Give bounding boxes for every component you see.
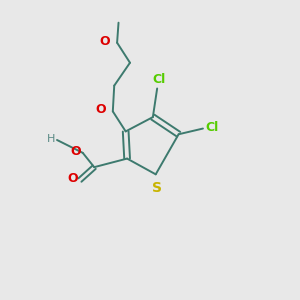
Text: Cl: Cl	[206, 121, 219, 134]
Text: S: S	[152, 181, 162, 195]
Text: O: O	[71, 145, 81, 158]
Text: O: O	[68, 172, 79, 185]
Text: H: H	[47, 134, 56, 144]
Text: O: O	[95, 103, 106, 116]
Text: Cl: Cl	[152, 73, 165, 85]
Text: O: O	[99, 35, 110, 48]
